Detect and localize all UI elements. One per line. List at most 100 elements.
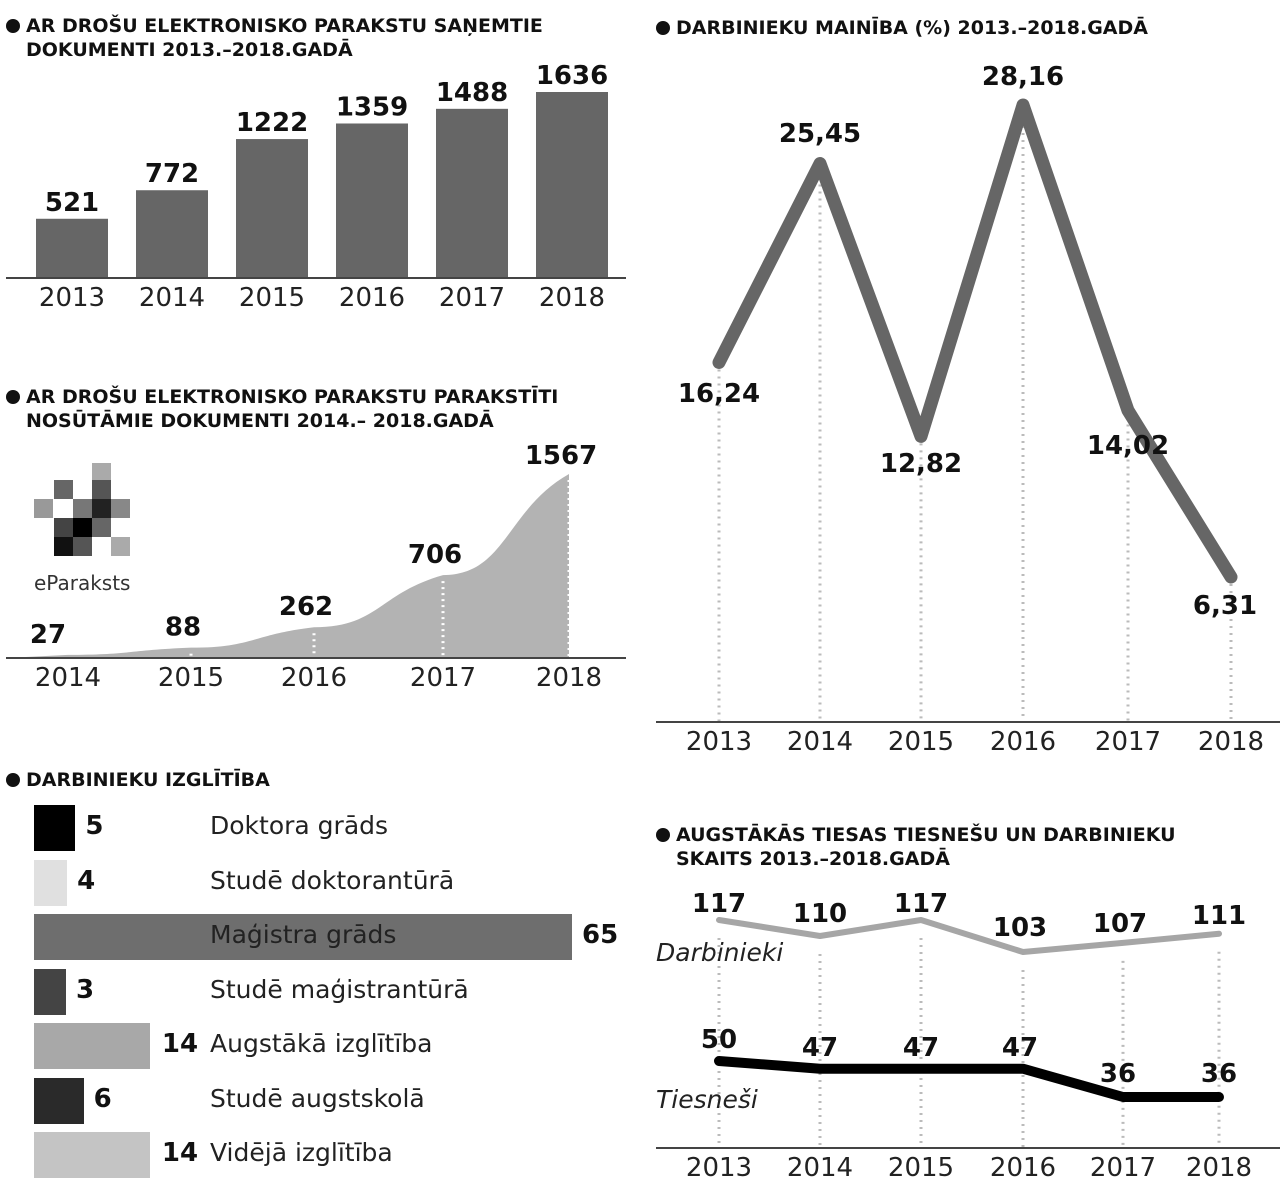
chart4-x-tick: 2017: [1095, 727, 1161, 757]
chart5-x-tick: 2017: [1090, 1153, 1156, 1183]
chart3-value-label: 14: [161, 1138, 199, 1168]
chart3-category-label: Studē augstskolā: [210, 1083, 425, 1113]
chart1-bar: [336, 123, 408, 278]
chart5-x-tick: 2013: [686, 1153, 752, 1183]
chart3-row: 14 Augstākā izglītība: [34, 1023, 634, 1069]
chart2-title-line1: AR DROŠU ELEKTRONISKO PARAKSTU PARAKSTĪT…: [26, 386, 559, 408]
chart2-title: AR DROŠU ELEKTRONISKO PARAKSTU PARAKSTĪT…: [6, 385, 558, 433]
chart3-row: 5 Doktora grāds: [34, 805, 634, 851]
chart5-darbinieki-value-label: 110: [793, 899, 847, 929]
chart5-title-line1: AUGSTĀKĀS TIESAS TIESNEŠU UN DARBINIEKU: [676, 824, 1176, 846]
chart4-series-line: [712, 98, 1238, 584]
bullet-icon: [6, 390, 20, 404]
chart4-value-label: 12,82: [880, 449, 962, 479]
chart2-area-chart: 27 88 262 706 1567 2014 2015 2016 2017 2018: [6, 441, 626, 693]
chart1-x-tick: 2017: [439, 283, 505, 313]
chart3-category-label: Studē maģistrantūrā: [210, 974, 469, 1004]
chart1-value-label: 1359: [336, 92, 408, 122]
chart1-bar: [236, 139, 308, 278]
chart2-value-label: 88: [165, 613, 201, 643]
chart4-value-label: 25,45: [779, 119, 861, 149]
chart1-bar: [536, 92, 608, 278]
chart3-bar: [34, 1077, 84, 1124]
chart3-title: DARBINIEKU IZGLĪTĪBA: [6, 768, 270, 792]
chart5-tiesnesi-value-label: 47: [802, 1033, 838, 1063]
chart2-x-tick: 2017: [410, 663, 476, 693]
eparaksts-logo-text: eParaksts: [34, 571, 131, 595]
chart5-darbinieki-value-label: 103: [993, 913, 1047, 943]
bullet-icon: [656, 21, 670, 35]
chart3-bar: [34, 1023, 150, 1069]
chart3-value-label: 14: [161, 1029, 199, 1059]
chart3-row: 65 Maģistra grāds: [34, 914, 634, 960]
chart1-bar-chart: 521 2013 772 2014 1222 2015 1359 2016 1488 2017 16…: [6, 61, 626, 313]
chart5-x-tick: 2015: [888, 1153, 954, 1183]
chart5-tiesnesi-value-label: 36: [1201, 1059, 1237, 1089]
chart5-tiesnesi-value-label: 47: [1002, 1033, 1038, 1063]
chart1-bar: [436, 108, 508, 278]
chart2-value-label: 1567: [525, 441, 597, 471]
chart4-value-label: 14,02: [1087, 431, 1169, 461]
chart5-x-tick: 2018: [1186, 1153, 1252, 1183]
chart3-value-label: 65: [582, 920, 619, 950]
chart5-tiesnesi-value-label: 36: [1100, 1059, 1136, 1089]
chart4-x-tick: 2015: [888, 727, 954, 757]
chart1-title-line1: AR DROŠU ELEKTRONISKO PARAKSTU SAŅEMTIE: [26, 15, 543, 37]
chart5-x-tick: 2016: [990, 1153, 1056, 1183]
chart5-title: AUGSTĀKĀS TIESAS TIESNEŠU UN DARBINIEKU …: [656, 823, 1176, 871]
chart1-value-label: 1222: [236, 108, 308, 138]
chart3-row: 6 Studē augstskolā: [34, 1077, 634, 1124]
chart5-series-name-tiesnesi: Tiesneši: [656, 1085, 758, 1114]
chart2-value-label: 706: [408, 540, 462, 570]
chart3-category-label: Vidējā izglītība: [210, 1138, 393, 1167]
chart3-bar: [34, 914, 572, 960]
chart3-row: 4 Studē doktorantūrā: [34, 859, 634, 906]
chart3-category-label: Doktora grāds: [210, 811, 389, 840]
chart3-category-label: Maģistra grāds: [210, 920, 397, 949]
chart1-value-label: 772: [145, 159, 199, 189]
chart5-tiesnesi-value-label: 50: [701, 1025, 737, 1055]
chart3-value-label: 3: [76, 974, 95, 1005]
chart1-x-tick: 2013: [39, 283, 105, 313]
chart1-x-tick: 2014: [139, 283, 205, 313]
chart4-x-tick: 2013: [686, 727, 752, 757]
chart4-title-line1: DARBINIEKU MAINĪBA (%) 2013.–2018.GADĀ: [676, 17, 1148, 39]
chart5-series-name-darbinieki: Darbinieki: [656, 938, 783, 967]
chart4-x-tick: 2018: [1198, 727, 1264, 757]
chart5-series-line-darbinieki: [716, 917, 1222, 955]
chart5-darbinieki-value-label: 117: [894, 889, 948, 919]
chart5-title-line2: SKAITS 2013.–2018.GADĀ: [676, 848, 950, 870]
eparaksts-logo: eParaksts: [34, 463, 134, 603]
chart1-title-line2: DOKUMENTI 2013.–2018.GADĀ: [26, 39, 353, 61]
chart1-x-tick: 2015: [239, 283, 305, 313]
chart3-row: 14 Vidējā izglītība: [34, 1132, 634, 1178]
chart3-category-label: Augstākā izglītība: [210, 1029, 433, 1058]
chart3-row: 3 Studē maģistrantūrā: [34, 968, 634, 1015]
chart2-area: [6, 474, 569, 658]
chart1-bar: [136, 190, 208, 278]
chart5-tiesnesi-value-label: 47: [903, 1033, 939, 1063]
chart5-line-chart: 117 110 117 103 107 111 50 47 47 47 36 36 Darbinieki…: [656, 889, 1280, 1183]
chart3-category-label: Studē doktorantūrā: [210, 865, 455, 895]
chart5-series-line-tiesnesi: [714, 1056, 1224, 1102]
chart5-darbinieki-value-label: 107: [1093, 909, 1147, 939]
chart2-x-tick: 2016: [281, 663, 347, 693]
chart3-bar: [34, 859, 68, 906]
chart3-bar: [34, 805, 76, 851]
chart1-bar: [36, 218, 108, 278]
chart5-darbinieki-value-label: 111: [1192, 901, 1246, 931]
chart4-line-chart: 16,24 25,45 12,82 28,16 14,02 6,31 2013 2014 201…: [656, 62, 1280, 757]
chart3-value-label: 4: [77, 865, 96, 896]
bullet-icon: [6, 773, 20, 787]
chart3-bar: [34, 968, 66, 1015]
chart1-title: AR DROŠU ELEKTRONISKO PARAKSTU SAŅEMTIE …: [6, 14, 543, 62]
chart2-x-tick: 2018: [536, 663, 602, 693]
chart4-x-tick: 2014: [787, 727, 853, 757]
chart5-darbinieki-value-label: 117: [692, 889, 746, 919]
bullet-icon: [6, 19, 20, 33]
chart3-bar: [34, 1132, 150, 1178]
chart4-x-tick: 2016: [990, 727, 1056, 757]
chart2-x-tick: 2015: [158, 663, 224, 693]
chart3-value-label: 5: [85, 811, 104, 841]
chart4-value-label: 28,16: [982, 62, 1064, 92]
